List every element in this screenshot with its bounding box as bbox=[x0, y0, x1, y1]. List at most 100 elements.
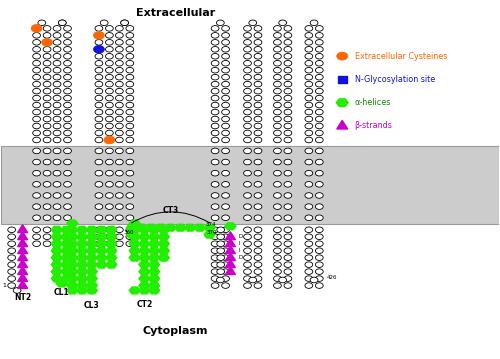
Circle shape bbox=[116, 25, 124, 31]
Circle shape bbox=[106, 234, 114, 239]
Circle shape bbox=[244, 159, 252, 165]
Circle shape bbox=[64, 137, 72, 143]
Circle shape bbox=[95, 123, 103, 129]
Circle shape bbox=[64, 123, 72, 129]
Circle shape bbox=[211, 47, 219, 52]
Polygon shape bbox=[139, 287, 150, 294]
Polygon shape bbox=[139, 233, 150, 240]
Circle shape bbox=[244, 67, 252, 73]
Circle shape bbox=[64, 204, 72, 209]
Circle shape bbox=[222, 204, 230, 209]
Circle shape bbox=[53, 123, 61, 129]
Polygon shape bbox=[148, 254, 160, 261]
Circle shape bbox=[64, 241, 72, 247]
Circle shape bbox=[217, 262, 224, 267]
Circle shape bbox=[43, 215, 51, 220]
Circle shape bbox=[95, 130, 103, 136]
Circle shape bbox=[43, 109, 51, 115]
Polygon shape bbox=[52, 268, 62, 275]
Circle shape bbox=[32, 53, 40, 59]
Polygon shape bbox=[67, 261, 78, 268]
Circle shape bbox=[211, 283, 219, 288]
Circle shape bbox=[95, 215, 103, 220]
Circle shape bbox=[244, 88, 252, 94]
Circle shape bbox=[106, 74, 114, 80]
Circle shape bbox=[32, 215, 40, 220]
Circle shape bbox=[95, 193, 103, 198]
Polygon shape bbox=[61, 247, 72, 254]
Circle shape bbox=[64, 88, 72, 94]
Circle shape bbox=[254, 123, 262, 129]
Circle shape bbox=[254, 33, 262, 38]
Polygon shape bbox=[148, 247, 160, 254]
Text: Extracellular: Extracellular bbox=[136, 8, 215, 18]
Polygon shape bbox=[67, 227, 78, 233]
Circle shape bbox=[222, 148, 230, 154]
Circle shape bbox=[217, 255, 224, 261]
Circle shape bbox=[254, 248, 262, 253]
Circle shape bbox=[64, 215, 72, 220]
Polygon shape bbox=[106, 247, 117, 254]
Polygon shape bbox=[52, 275, 62, 282]
Circle shape bbox=[284, 67, 292, 73]
Circle shape bbox=[43, 123, 51, 129]
Circle shape bbox=[32, 60, 40, 66]
Circle shape bbox=[316, 25, 323, 31]
FancyBboxPatch shape bbox=[0, 145, 500, 224]
Circle shape bbox=[316, 283, 323, 288]
Polygon shape bbox=[126, 231, 138, 238]
Polygon shape bbox=[139, 261, 150, 268]
Circle shape bbox=[116, 39, 124, 45]
Circle shape bbox=[126, 171, 134, 176]
Circle shape bbox=[222, 283, 230, 288]
Circle shape bbox=[284, 248, 292, 253]
Polygon shape bbox=[86, 254, 98, 261]
Circle shape bbox=[126, 116, 134, 122]
Circle shape bbox=[274, 182, 281, 187]
Circle shape bbox=[53, 159, 61, 165]
Circle shape bbox=[211, 88, 219, 94]
Circle shape bbox=[211, 137, 219, 143]
Circle shape bbox=[8, 241, 16, 247]
Circle shape bbox=[8, 255, 16, 261]
Circle shape bbox=[32, 159, 40, 165]
Circle shape bbox=[284, 81, 292, 87]
Circle shape bbox=[53, 67, 61, 73]
Circle shape bbox=[95, 102, 103, 108]
Circle shape bbox=[284, 148, 292, 154]
Circle shape bbox=[274, 171, 281, 176]
Circle shape bbox=[116, 130, 124, 136]
Circle shape bbox=[8, 262, 16, 267]
Polygon shape bbox=[146, 224, 156, 231]
Circle shape bbox=[305, 81, 312, 87]
Circle shape bbox=[95, 159, 103, 165]
Circle shape bbox=[43, 171, 51, 176]
Circle shape bbox=[244, 215, 252, 220]
Circle shape bbox=[316, 88, 323, 94]
Circle shape bbox=[95, 204, 103, 209]
Circle shape bbox=[274, 269, 281, 274]
Circle shape bbox=[284, 137, 292, 143]
Circle shape bbox=[222, 74, 230, 80]
Circle shape bbox=[95, 81, 103, 87]
Circle shape bbox=[305, 255, 312, 261]
Circle shape bbox=[116, 102, 124, 108]
Circle shape bbox=[244, 60, 252, 66]
Polygon shape bbox=[52, 233, 62, 240]
Polygon shape bbox=[226, 260, 235, 267]
Circle shape bbox=[316, 234, 323, 239]
Circle shape bbox=[211, 33, 219, 38]
Circle shape bbox=[216, 20, 224, 25]
Circle shape bbox=[32, 33, 40, 38]
Polygon shape bbox=[148, 275, 160, 282]
Circle shape bbox=[254, 276, 262, 281]
Circle shape bbox=[116, 116, 124, 122]
Circle shape bbox=[316, 130, 323, 136]
Polygon shape bbox=[148, 282, 160, 289]
Circle shape bbox=[32, 109, 40, 115]
Circle shape bbox=[274, 159, 281, 165]
Circle shape bbox=[43, 53, 51, 59]
Circle shape bbox=[244, 171, 252, 176]
Circle shape bbox=[32, 241, 40, 247]
Circle shape bbox=[53, 171, 61, 176]
